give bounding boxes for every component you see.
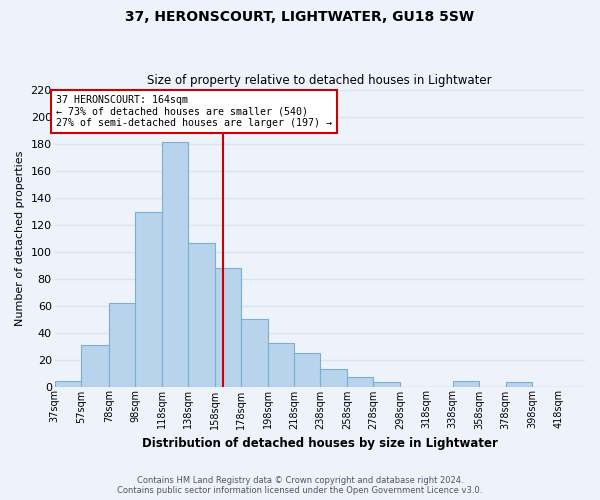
Text: Contains HM Land Registry data © Crown copyright and database right 2024.
Contai: Contains HM Land Registry data © Crown c… [118,476,482,495]
Bar [135,212,162,386]
Bar [55,381,81,386]
Text: 37 HERONSCOURT: 164sqm
← 73% of detached houses are smaller (540)
27% of semi-de: 37 HERONSCOURT: 164sqm ← 73% of detached… [56,95,332,128]
Bar [294,353,320,386]
Bar [188,244,215,386]
Bar [268,344,294,386]
Bar [453,381,479,386]
Bar [241,319,268,386]
Bar [320,369,347,386]
Text: 37, HERONSCOURT, LIGHTWATER, GU18 5SW: 37, HERONSCOURT, LIGHTWATER, GU18 5SW [125,10,475,24]
Y-axis label: Number of detached properties: Number of detached properties [15,150,25,326]
Bar [81,344,109,387]
Bar [347,377,373,386]
Bar [162,142,188,386]
Bar [506,382,532,386]
X-axis label: Distribution of detached houses by size in Lightwater: Distribution of detached houses by size … [142,437,498,450]
Bar [109,303,135,386]
Bar [373,382,400,386]
Bar [215,268,241,386]
Title: Size of property relative to detached houses in Lightwater: Size of property relative to detached ho… [148,74,492,87]
